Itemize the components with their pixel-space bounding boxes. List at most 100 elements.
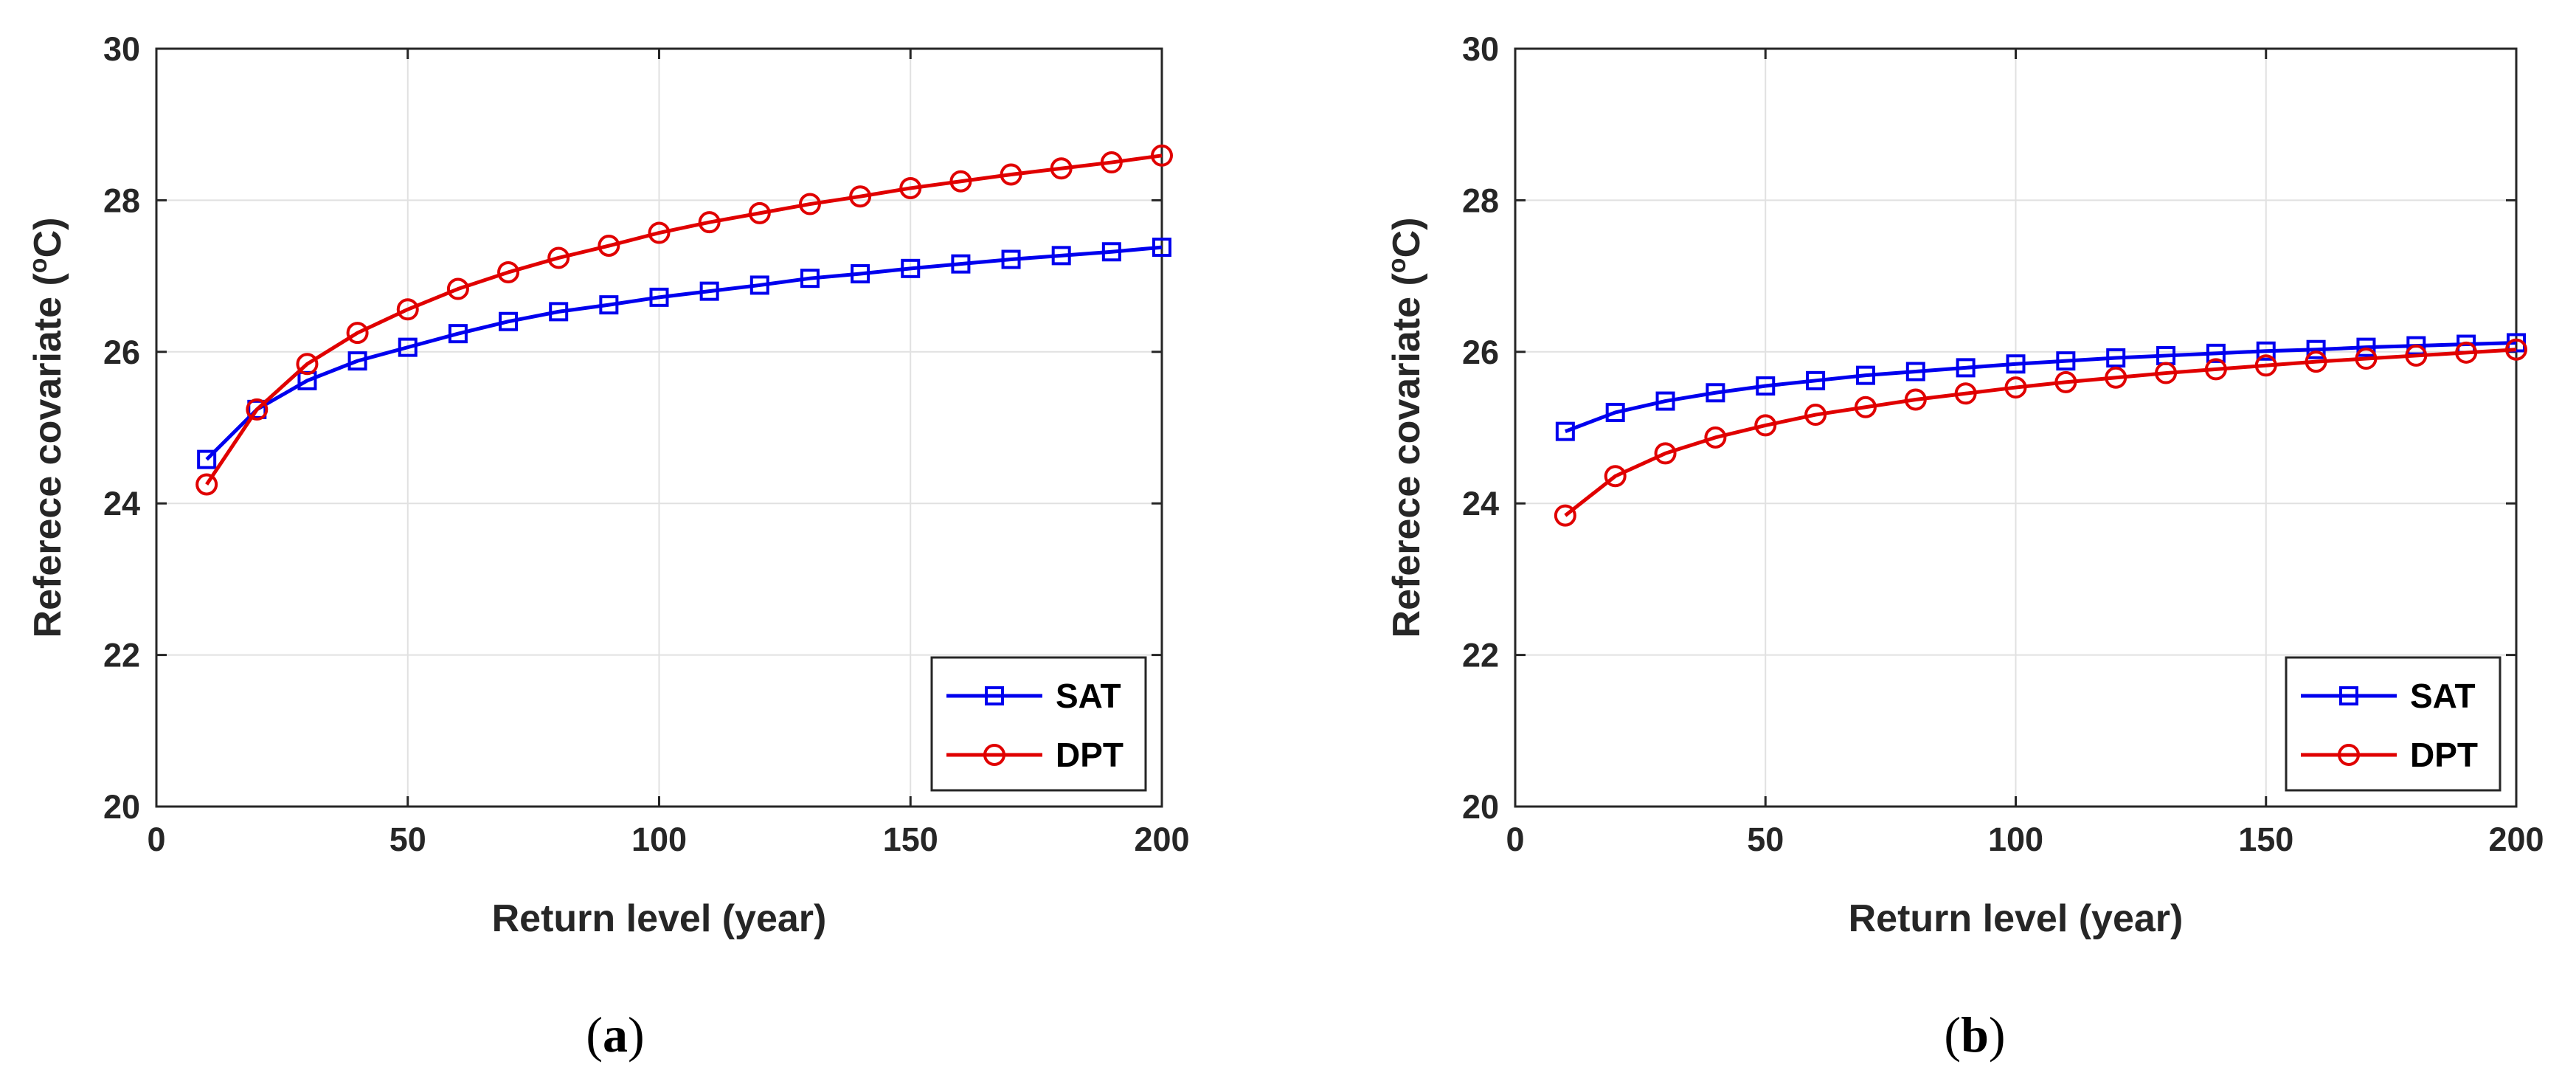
y-tick-label: 20 bbox=[103, 788, 140, 826]
data-point-dpt bbox=[1704, 426, 1727, 449]
data-point-sat bbox=[1152, 238, 1171, 258]
data-point-dpt bbox=[1000, 163, 1022, 186]
data-point-sat bbox=[1001, 249, 1021, 269]
data-point-sat bbox=[1806, 370, 1826, 390]
data-point-sat bbox=[851, 264, 870, 284]
data-point-dpt bbox=[1100, 151, 1123, 174]
data-point-dpt bbox=[446, 277, 469, 300]
y-tick-label: 24 bbox=[1462, 485, 1499, 522]
y-axis-title-degree: o bbox=[24, 258, 52, 273]
y-tick-label: 22 bbox=[1462, 637, 1499, 674]
data-point-sat bbox=[2356, 337, 2376, 357]
x-tick-label: 0 bbox=[147, 821, 165, 858]
y-tick-label: 30 bbox=[1462, 30, 1499, 68]
legend-label-sat: SAT bbox=[2410, 677, 2476, 715]
data-point-sat bbox=[2206, 343, 2226, 363]
data-point-dpt bbox=[2455, 341, 2478, 364]
data-point-sat bbox=[2306, 339, 2326, 359]
data-point-sat bbox=[649, 287, 669, 307]
data-point-dpt bbox=[497, 260, 520, 283]
caption-a: (a) bbox=[586, 1007, 644, 1063]
data-point-sat bbox=[448, 324, 468, 344]
data-point-sat bbox=[699, 281, 719, 301]
y-axis-title-prefix: Referece covariate ( bbox=[1385, 273, 1428, 638]
x-tick-label: 200 bbox=[1134, 821, 1189, 858]
legend-marker-dpt bbox=[2338, 744, 2360, 766]
legend-label-dpt: DPT bbox=[1056, 736, 1123, 774]
data-point-dpt bbox=[598, 235, 620, 258]
y-tick-label: 24 bbox=[103, 485, 140, 522]
data-point-dpt bbox=[1604, 465, 1627, 488]
data-point-sat bbox=[398, 337, 418, 357]
data-point-sat bbox=[1956, 358, 1976, 378]
data-point-dpt bbox=[1050, 157, 1073, 180]
x-tick-label: 50 bbox=[1747, 821, 1784, 858]
data-point-sat bbox=[1756, 376, 1776, 396]
data-point-dpt bbox=[949, 170, 972, 193]
data-point-sat bbox=[2056, 351, 2076, 371]
axes-box bbox=[1514, 47, 2518, 808]
data-point-dpt bbox=[2204, 358, 2227, 381]
legend-label-dpt: DPT bbox=[2410, 736, 2478, 774]
y-tick-label: 26 bbox=[103, 334, 140, 371]
data-point-dpt bbox=[798, 193, 821, 215]
data-point-sat bbox=[1706, 383, 1725, 403]
data-point-sat bbox=[2006, 354, 2026, 374]
data-point-dpt bbox=[195, 473, 218, 496]
panel-a: 0 50 100 150 200 20 22 24 26 28 30 Return level (ye… bbox=[24, 30, 1190, 940]
x-tick-label: 150 bbox=[2238, 821, 2293, 858]
y-tick-label: 22 bbox=[103, 637, 140, 674]
data-point-dpt bbox=[2054, 370, 2077, 393]
data-point-sat bbox=[499, 311, 519, 331]
y-axis-title: Referece covariate (oC) bbox=[1383, 218, 1428, 638]
legend-marker-sat bbox=[2339, 686, 2358, 705]
data-point-dpt bbox=[1654, 442, 1677, 465]
data-point-sat bbox=[2106, 348, 2126, 368]
data-point-dpt bbox=[648, 221, 671, 244]
legend-marker-sat bbox=[985, 686, 1004, 705]
data-point-dpt bbox=[2004, 376, 2027, 399]
data-point-dpt bbox=[246, 398, 269, 421]
data-point-dpt bbox=[2405, 344, 2428, 367]
data-point-sat bbox=[951, 254, 971, 274]
panel-b: 0 50 100 150 200 20 22 24 26 28 30 Return level (ye… bbox=[1383, 30, 2544, 940]
axes-box bbox=[155, 47, 1163, 808]
y-tick-label: 28 bbox=[103, 182, 140, 219]
data-point-dpt bbox=[346, 322, 369, 345]
x-tick-label: 200 bbox=[2488, 821, 2544, 858]
y-tick-label: 30 bbox=[103, 30, 140, 68]
data-point-sat bbox=[1655, 391, 1675, 411]
legend bbox=[930, 656, 1147, 792]
x-axis-title: Return level (year) bbox=[1849, 897, 2184, 940]
data-point-sat bbox=[1051, 246, 1071, 266]
caption-b: (b) bbox=[1944, 1007, 2005, 1063]
data-point-dpt bbox=[1954, 382, 1977, 405]
data-point-sat bbox=[347, 351, 367, 371]
data-point-dpt bbox=[1554, 504, 1576, 527]
data-point-dpt bbox=[899, 176, 922, 199]
y-axis-title: Referece covariate (oC) bbox=[24, 218, 69, 638]
data-point-sat bbox=[901, 258, 921, 278]
data-point-sat bbox=[800, 269, 820, 289]
data-point-dpt bbox=[396, 298, 419, 321]
data-point-dpt bbox=[748, 201, 771, 224]
legend bbox=[2285, 656, 2501, 792]
x-tick-label: 50 bbox=[389, 821, 426, 858]
data-point-sat bbox=[197, 449, 217, 469]
x-tick-label: 0 bbox=[1506, 821, 1524, 858]
data-point-dpt bbox=[1754, 414, 1777, 437]
data-point-dpt bbox=[1151, 144, 1173, 167]
data-point-sat bbox=[549, 302, 569, 322]
data-point-dpt bbox=[296, 353, 319, 376]
data-point-dpt bbox=[547, 246, 570, 269]
data-point-sat bbox=[1905, 362, 1925, 382]
legend-label-sat: SAT bbox=[1056, 677, 1121, 715]
data-point-sat bbox=[599, 295, 619, 315]
data-point-dpt bbox=[2355, 348, 2378, 370]
data-point-sat bbox=[1605, 402, 1625, 422]
y-axis-title-degree: o bbox=[1383, 258, 1411, 273]
data-point-dpt bbox=[2105, 366, 2127, 389]
legend-marker-dpt bbox=[983, 744, 1005, 766]
x-tick-label: 100 bbox=[631, 821, 687, 858]
